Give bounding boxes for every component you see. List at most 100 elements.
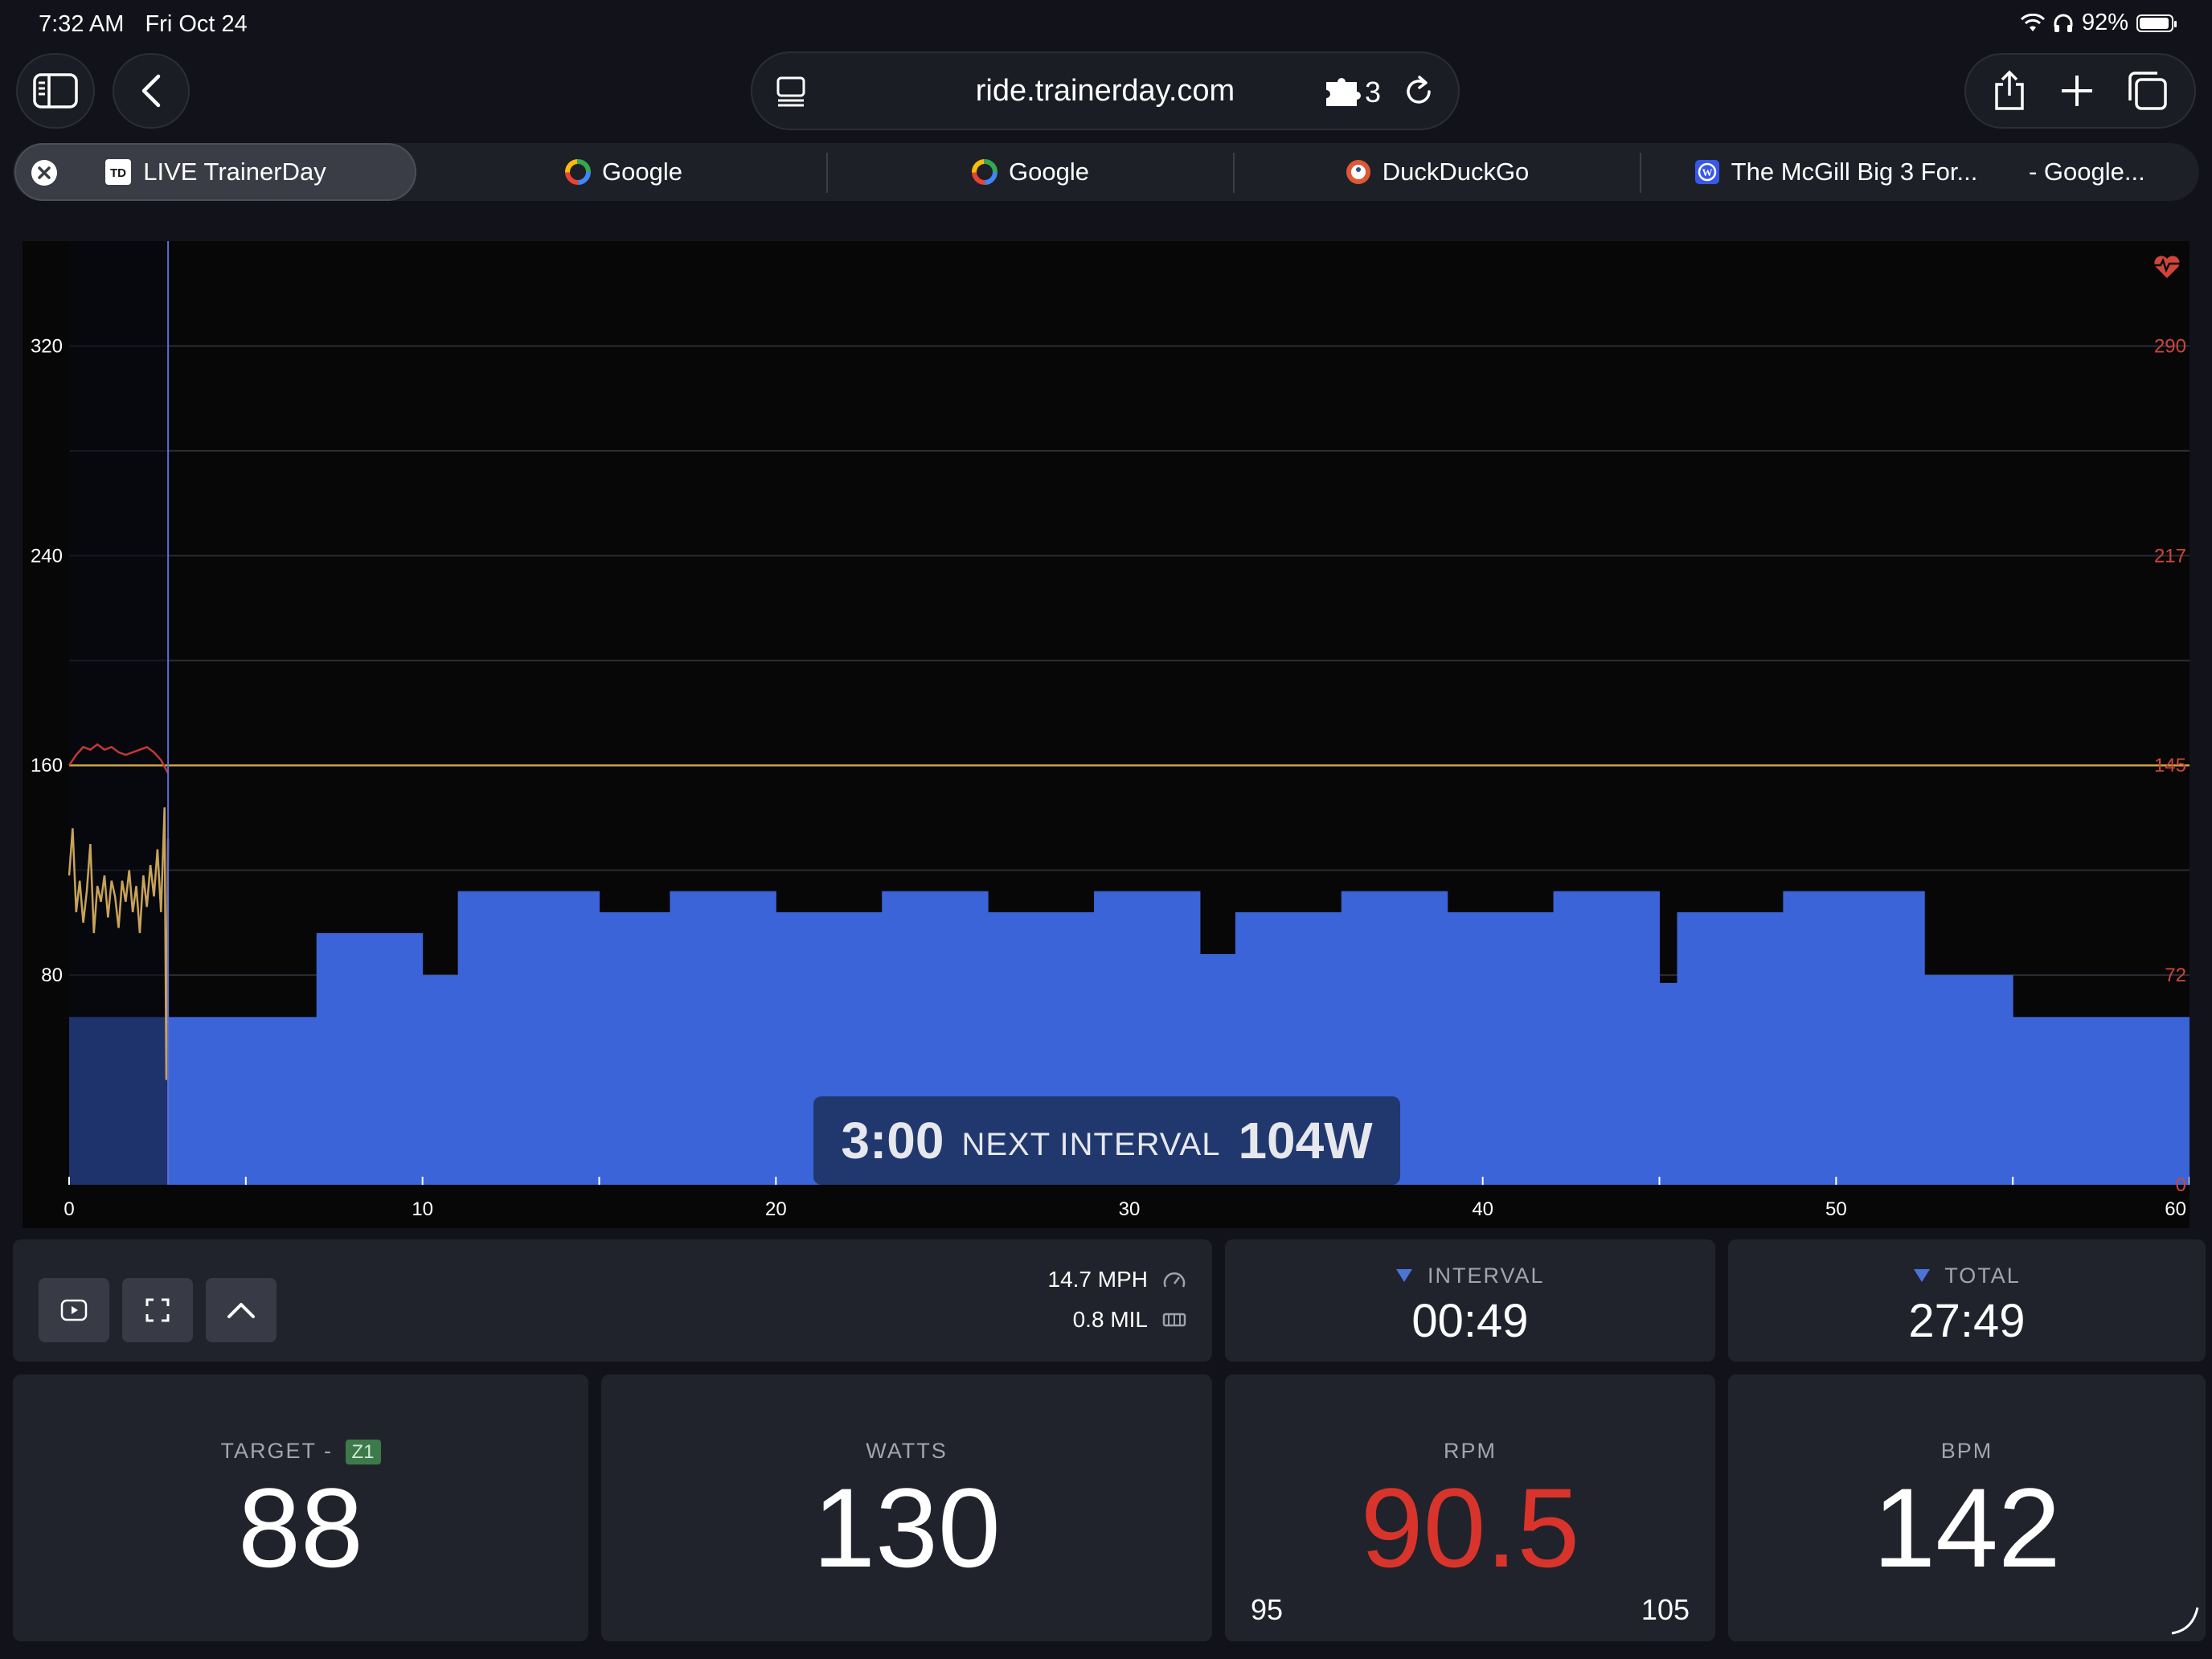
tab-google-3[interactable]: - Google... — [2029, 143, 2189, 201]
rpm-value: 90.5 — [1360, 1464, 1580, 1591]
rpm-label: RPM — [1444, 1439, 1497, 1463]
rpm-min: 95 — [1251, 1593, 1284, 1626]
road-distance-icon — [1162, 1313, 1186, 1327]
new-tab-icon[interactable] — [2059, 73, 2095, 109]
x-tick-label: 50 — [1825, 1198, 1847, 1220]
tab-overview-icon[interactable] — [2127, 70, 2169, 112]
google-favicon-icon — [565, 159, 592, 185]
google-favicon-icon — [972, 159, 998, 185]
heart-rate-icon — [2154, 256, 2180, 278]
status-time: 7:32 AM — [39, 11, 125, 37]
wordpress-favicon-icon: W — [1694, 160, 1719, 184]
tab-duckduckgo[interactable]: DuckDuckGo — [1236, 143, 1638, 201]
x-tick-label: 0 — [63, 1198, 74, 1220]
reload-icon[interactable] — [1402, 74, 1436, 109]
wifi-icon — [2020, 13, 2045, 31]
next-interval-time: 3:00 — [841, 1112, 944, 1169]
fullscreen-icon — [145, 1298, 170, 1322]
total-label: TOTAL — [1944, 1264, 2021, 1288]
url-text[interactable]: ride.trainerday.com — [975, 74, 1235, 108]
bpm-label: BPM — [1940, 1439, 1993, 1463]
watts-value: 130 — [813, 1464, 1001, 1591]
target-interval-bar — [316, 932, 424, 1185]
y-right-tick-label: 145 — [2154, 755, 2186, 776]
tab-label: LIVE TrainerDay — [143, 158, 326, 186]
status-date: Fri Oct 24 — [145, 11, 248, 37]
heart-rate-line — [68, 743, 170, 774]
resize-handle-icon[interactable] — [2169, 1604, 2201, 1636]
total-label-row: TOTAL — [1728, 1264, 2206, 1288]
rpm-panel: RPM 90.5 95 105 — [1225, 1374, 1715, 1641]
controls-panel: 14.7 MPH 0.8 MIL — [13, 1239, 1212, 1362]
tab-bar: TD LIVE TrainerDay Google Google DuckDuc… — [13, 143, 2199, 201]
target-label-row: TARGET - Z1 — [13, 1439, 588, 1464]
y-left-tick-label: 320 — [31, 335, 63, 357]
battery-percent: 92% — [2081, 10, 2128, 35]
close-tab-icon[interactable] — [31, 159, 58, 186]
sidebar-toggle-button[interactable] — [16, 53, 95, 129]
target-interval-bar — [1553, 891, 1660, 1185]
extensions-icon[interactable] — [1323, 77, 1362, 108]
target-interval-bar — [457, 891, 600, 1185]
y-right-tick-label: 72 — [2165, 965, 2186, 986]
x-tick-label: 30 — [1119, 1198, 1141, 1220]
tab-live-trainerday[interactable]: TD LIVE TrainerDay — [14, 143, 416, 201]
trainerday-favicon-icon: TD — [105, 159, 132, 185]
target-panel: TARGET - Z1 88 — [13, 1374, 588, 1641]
target-interval-bar — [670, 891, 776, 1185]
back-button[interactable] — [113, 53, 190, 129]
tab-label: DuckDuckGo — [1382, 158, 1530, 186]
tab-google-2[interactable]: Google — [830, 143, 1231, 201]
chevron-up-icon — [227, 1303, 255, 1318]
next-interval-watts: 104W — [1238, 1112, 1373, 1169]
target-label: TARGET - — [220, 1439, 333, 1463]
bpm-value: 142 — [1873, 1464, 2061, 1591]
tab-mcgill-big-3[interactable]: W The McGill Big 3 For... — [1643, 143, 2029, 201]
x-tick-label: 20 — [765, 1198, 787, 1220]
x-tick-label: 40 — [1472, 1198, 1493, 1220]
battery-icon — [2136, 14, 2177, 32]
interval-time-panel: INTERVAL 00:49 — [1225, 1239, 1715, 1362]
y-right-tick-label: 0 — [2176, 1174, 2186, 1196]
interval-label: INTERVAL — [1427, 1264, 1545, 1288]
target-interval-bar — [1447, 911, 1555, 1185]
video-button[interactable] — [39, 1278, 109, 1342]
target-interval-bar — [1677, 911, 1784, 1185]
tab-divider — [826, 153, 828, 193]
y-left-tick-label: 240 — [31, 545, 63, 567]
tab-divider — [1640, 153, 1641, 193]
bpm-panel: BPM 142 — [1728, 1374, 2206, 1641]
distance-readout: 0.8 MIL — [1073, 1307, 1186, 1333]
video-play-icon — [60, 1299, 88, 1321]
triangle-down-icon — [1914, 1269, 1931, 1282]
address-bar[interactable]: ride.trainerday.com 3 — [751, 51, 1460, 130]
share-icon[interactable] — [1992, 70, 2027, 112]
expand-button[interactable] — [206, 1278, 276, 1342]
target-value: 88 — [238, 1464, 363, 1591]
watts-label: WATTS — [866, 1439, 948, 1463]
target-interval-bar — [1924, 975, 2013, 1185]
completed-section-shade — [69, 241, 169, 1185]
headphones-icon — [2054, 14, 2073, 32]
heart-pulse-line — [2154, 257, 2180, 273]
tab-label: Google — [1009, 158, 1089, 186]
speed-value: 14.7 MPH — [1047, 1267, 1149, 1292]
watts-panel: WATTS 130 — [601, 1374, 1212, 1641]
y-left-tick-label: 80 — [41, 965, 63, 986]
x-tick-label: 60 — [2165, 1198, 2186, 1220]
status-bar-indicators: 92% — [2020, 10, 2177, 36]
y-right-tick-label: 217 — [2154, 545, 2186, 567]
page-menu-icon[interactable] — [775, 76, 807, 108]
total-time-panel: TOTAL 27:49 — [1728, 1239, 2206, 1362]
power-line — [68, 807, 170, 1080]
target-interval-bar — [422, 975, 459, 1185]
tab-google-1[interactable]: Google — [423, 143, 825, 201]
speed-readout: 14.7 MPH — [1048, 1267, 1187, 1292]
workout-chart-svg: 320 240 160 80 290 217 145 72 0 0 10 20 30 40 50 60 — [31, 241, 2190, 1220]
speedometer-icon — [1163, 1272, 1186, 1288]
tab-label: The McGill Big 3 For... — [1731, 158, 1978, 186]
y-right-tick-label: 290 — [2154, 335, 2186, 357]
extensions-count: 3 — [1365, 76, 1382, 109]
fullscreen-button[interactable] — [122, 1278, 193, 1342]
triangle-down-icon — [1396, 1269, 1413, 1282]
